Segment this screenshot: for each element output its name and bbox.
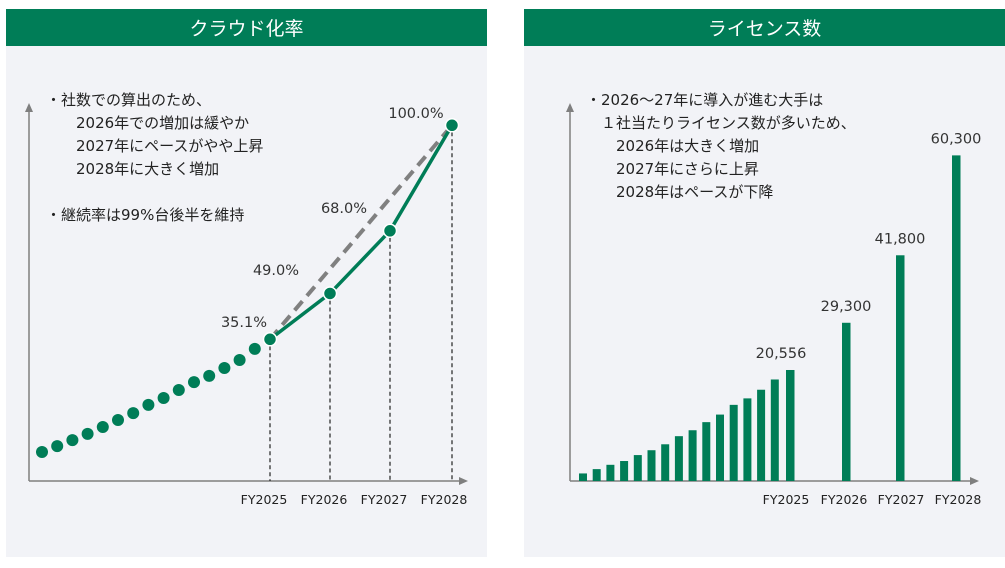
history-bar (592, 469, 601, 481)
license-panel: ライセンス数 20,556 29,300 41,800 60,300 FY2025 FY2… (524, 9, 1005, 557)
note-line: ・2026～27年に導入が進む大手は (586, 91, 824, 109)
trend-line (268, 124, 454, 341)
history-point (81, 427, 94, 440)
history-point (51, 440, 64, 453)
history-point (112, 414, 124, 427)
history-point (127, 407, 140, 420)
data-label: 35.1% (221, 315, 267, 331)
x-tick-label: FY2026 (301, 492, 348, 507)
history-bar (729, 404, 738, 481)
history-point (172, 384, 185, 397)
note-line: １社当たりライセンス数が多いため、 (586, 114, 856, 132)
history-bar (661, 444, 670, 481)
license-notes: ・2026～27年に導入が進む大手は １社当たりライセンス数が多いため、 202… (586, 89, 856, 204)
x-axis-arrow-icon (970, 477, 979, 485)
history-bar (757, 389, 766, 481)
history-bar (770, 379, 779, 481)
note-line: ・継続率は99%台後半を維持 (46, 206, 245, 224)
cloud-rate-notes: ・社数での算出のため、 2026年での増加は緩やか 2027年にペースがやや上昇… (46, 89, 263, 227)
x-axis-arrow-icon (459, 477, 468, 485)
forecast-line (268, 124, 454, 341)
x-tick-label: FY2025 (763, 492, 810, 507)
history-bar (674, 436, 683, 481)
x-tick-label: FY2028 (935, 492, 982, 507)
data-label: 60,300 (931, 131, 982, 147)
history-point (36, 446, 48, 459)
x-tick-label: FY2028 (421, 492, 468, 507)
y-axis-arrow-icon (25, 103, 33, 112)
forecast-point (382, 223, 398, 239)
note-line (46, 181, 263, 204)
forecast-point (444, 118, 460, 133)
history-point (188, 376, 200, 389)
note-line: 2028年はペースが下降 (586, 183, 774, 201)
note-line: 2026年は大きく増加 (586, 137, 760, 155)
history-point (248, 342, 261, 355)
license-chart: 20,556 29,300 41,800 60,300 FY2025 FY2026 FY20… (566, 103, 982, 507)
forecast-bar (842, 322, 851, 481)
history-bar (688, 430, 697, 481)
data-label: 68.0% (321, 201, 367, 217)
history-point (233, 354, 246, 367)
history-point (142, 398, 155, 411)
forecast-bar (952, 155, 961, 481)
note-line: 2028年に大きく増加 (46, 160, 220, 178)
cloud-rate-panel: クラウド化率 35.1% 49.0% 68.0% 100.0% FY2025 FY2026… (6, 9, 487, 557)
x-tick-label: FY2026 (821, 492, 868, 507)
y-axis-arrow-icon (566, 103, 574, 112)
x-tick-label: FY2025 (241, 492, 288, 507)
forecast-bar (896, 255, 905, 481)
history-bar (702, 422, 711, 481)
history-bar (579, 473, 587, 481)
forecast-point (262, 332, 278, 347)
data-label: 29,300 (821, 299, 872, 315)
forecast-point (322, 286, 338, 301)
history-point (157, 391, 170, 404)
forecast-bar (786, 369, 795, 481)
data-label: 100.0% (388, 106, 443, 122)
note-line: ・社数での算出のため、 (46, 91, 212, 109)
x-tick-label: FY2027 (361, 492, 408, 507)
data-label: 41,800 (875, 231, 926, 247)
x-tick-label: FY2027 (878, 492, 925, 507)
history-point (66, 434, 79, 447)
history-bar (606, 464, 615, 481)
history-point (218, 361, 231, 374)
history-point (96, 420, 109, 433)
note-line: 2026年での増加は緩やか (46, 114, 250, 132)
cloud-rate-title: クラウド化率 (6, 9, 487, 46)
history-bar (633, 455, 642, 481)
history-point (203, 369, 216, 382)
cloud-rate-chart: 35.1% 49.0% 68.0% 100.0% FY2025 FY2026 FY2027 F… (25, 103, 468, 507)
history-bar (716, 414, 724, 481)
note-line: 2027年にペースがやや上昇 (46, 137, 264, 155)
history-bar (620, 461, 629, 481)
data-label: 20,556 (756, 346, 807, 362)
data-label: 49.0% (253, 263, 299, 279)
history-bar (743, 398, 752, 481)
license-title: ライセンス数 (524, 9, 1005, 46)
note-line: 2027年にさらに上昇 (586, 160, 759, 178)
history-bar (647, 450, 656, 481)
